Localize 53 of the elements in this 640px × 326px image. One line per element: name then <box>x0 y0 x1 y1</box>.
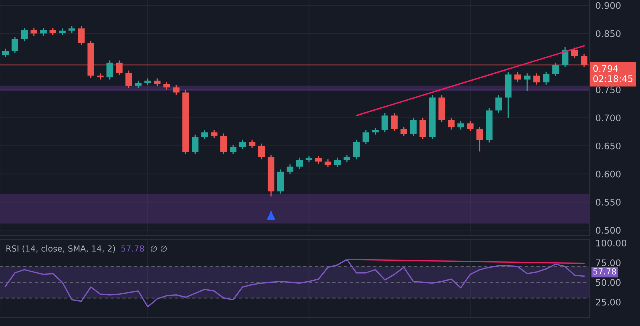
candlestick <box>410 117 417 138</box>
y-tick-label: 0.500 <box>596 227 621 234</box>
y-tick-label: 0.850 <box>596 30 621 38</box>
candlestick <box>106 60 114 80</box>
candlestick <box>505 72 512 119</box>
candlestick <box>391 112 398 132</box>
candlestick <box>420 117 426 140</box>
y-tick-label: 0.900 <box>596 2 621 10</box>
candlestick <box>353 139 360 160</box>
y-tick-label: 100.00 <box>596 240 627 247</box>
text: 57.78 <box>594 268 616 275</box>
candlestick <box>400 126 408 138</box>
candlestick <box>524 73 531 92</box>
candlestick <box>362 130 370 145</box>
y-tick-label: 25.00 <box>596 298 621 306</box>
text: 02:18:45 <box>594 75 633 82</box>
y-tick-label: 0.550 <box>596 199 621 206</box>
candlestick <box>21 28 28 42</box>
candlestick <box>448 117 455 130</box>
candlestick <box>467 120 474 132</box>
candlestick <box>78 26 85 46</box>
ref-line-label: 0.794 <box>594 65 618 72</box>
candlestick <box>192 134 199 156</box>
candlestick <box>496 94 502 114</box>
line-series <box>5 259 585 308</box>
y-tick-label: 75.00 <box>596 260 621 266</box>
candlestick <box>220 133 228 156</box>
text: 57.78 <box>122 246 144 252</box>
candlestick <box>572 47 578 59</box>
candlestick <box>126 70 132 89</box>
candlestick <box>240 139 246 150</box>
candlestick <box>438 94 446 124</box>
text: RSI (14, close, SMA, 14, 2) <box>6 245 116 253</box>
candlestick <box>230 144 237 156</box>
y-tick-label: 0.650 <box>596 142 621 150</box>
candlestick <box>296 157 304 170</box>
candlestick <box>382 112 388 134</box>
candlestick <box>543 71 550 86</box>
y-tick-label: 0.600 <box>596 170 621 178</box>
annotation: ∅ ∅ <box>151 246 167 252</box>
candlestick <box>334 157 342 168</box>
candlestick <box>277 169 284 194</box>
y-tick-label: 0.700 <box>596 114 621 122</box>
candlestick <box>12 36 18 54</box>
candlestick <box>258 143 266 160</box>
candlestick <box>514 72 522 83</box>
y-tick-label: 0.750 <box>596 86 621 94</box>
candlestick <box>173 84 180 96</box>
candlestick <box>476 126 484 152</box>
y-tick-label: 50.00 <box>596 279 621 286</box>
candlestick <box>534 73 540 86</box>
candlestick <box>286 164 294 175</box>
candlestick <box>552 62 560 77</box>
